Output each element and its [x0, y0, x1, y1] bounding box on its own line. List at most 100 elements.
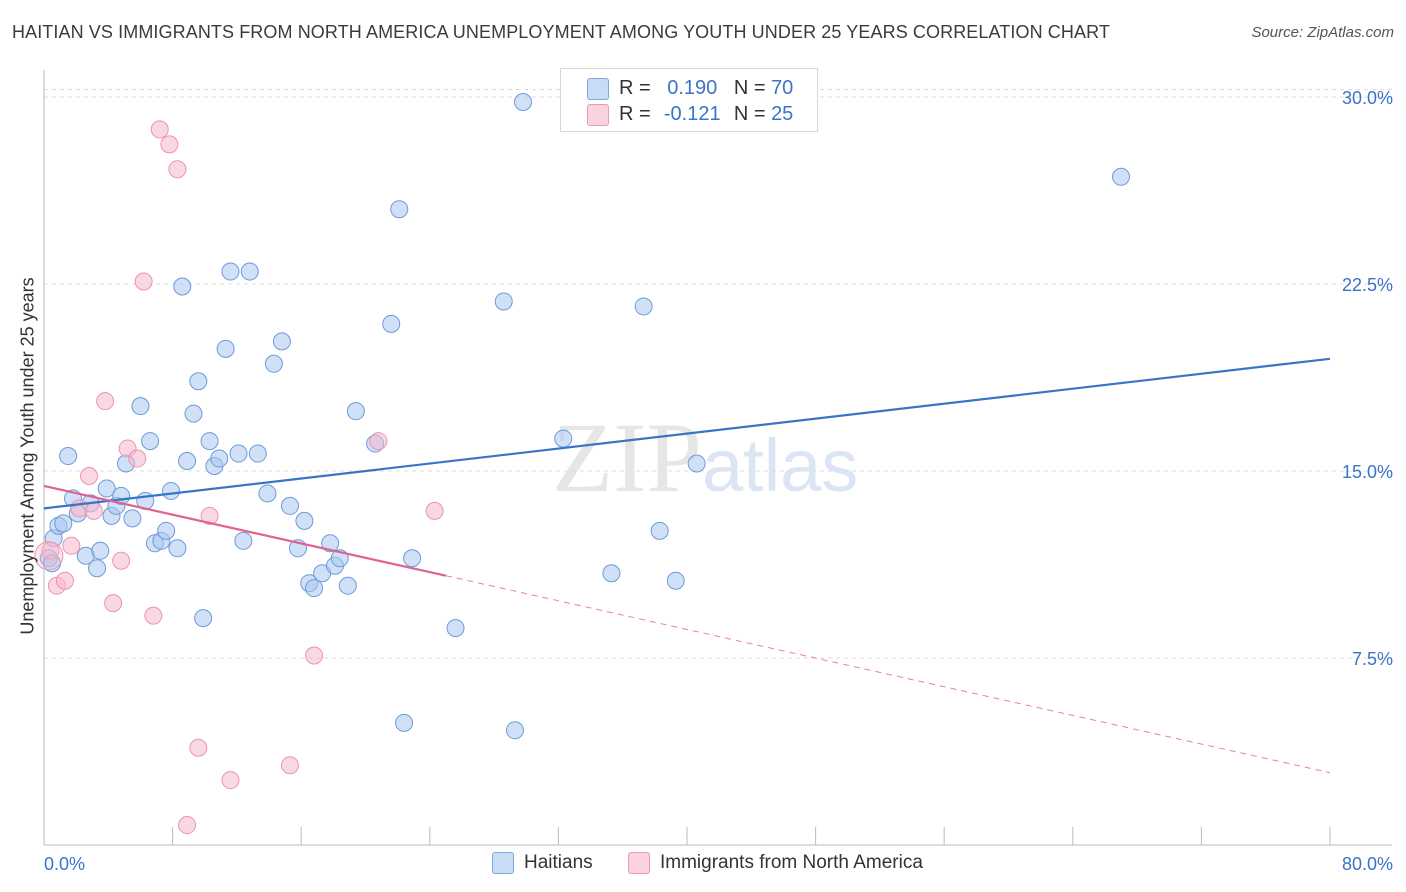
immigrant-point: [200, 506, 219, 525]
legend-swatch-immigrants: [587, 104, 609, 126]
immigrant-point: [34, 541, 64, 571]
haitian-point: [258, 484, 277, 503]
immigrant-point: [305, 646, 324, 665]
immigrant-point: [55, 571, 74, 590]
trend-lines: [43, 357, 1331, 774]
tick-labels: 7.5% 15.0% 22.5% 30.0% 0.0% 80.0%: [44, 88, 1393, 874]
haitian-point: [229, 444, 248, 463]
chart-title: HAITIAN VS IMMIGRANTS FROM NORTH AMERICA…: [12, 22, 1110, 42]
haitian-point: [687, 454, 706, 473]
haitian-point: [666, 571, 685, 590]
immigrant-point: [168, 160, 187, 179]
immigrant-point: [150, 120, 169, 139]
haitian-point: [88, 559, 107, 578]
legend-swatch-haitians: [587, 78, 609, 100]
immigrant-point: [128, 449, 147, 468]
immigrant-point: [369, 432, 388, 451]
haitian-point: [338, 576, 357, 595]
y-axis-title: Unemployment Among Youth under 25 years: [17, 277, 38, 635]
series-swatch-haitians: [492, 852, 514, 874]
haitian-point: [321, 534, 340, 553]
series-swatch-immigrants: [628, 852, 650, 874]
immigrant-point: [144, 606, 163, 625]
haitian-point: [382, 314, 401, 333]
immigrant-point: [84, 501, 103, 520]
immigrant-point: [178, 816, 197, 835]
haitian-point: [141, 432, 160, 451]
haitian-point: [173, 277, 192, 296]
haitian-point: [221, 262, 240, 281]
haitian-point: [346, 402, 365, 421]
haitian-point: [194, 609, 213, 628]
haitian-point: [200, 432, 219, 451]
immigrant-trend-line: [43, 484, 447, 577]
immigrant-point: [62, 536, 81, 555]
haitian-point: [395, 713, 414, 732]
haitian-point: [446, 619, 465, 638]
series-label-haitians: Haitians: [524, 852, 593, 873]
immigrant-point: [280, 756, 299, 775]
haitian-point: [390, 200, 409, 219]
haitian-point: [248, 444, 267, 463]
haitian-point: [157, 521, 176, 540]
immigrant-trend-extension: [445, 575, 1331, 774]
haitian-point: [602, 564, 621, 583]
haitian-point: [123, 509, 142, 528]
data-points: [34, 92, 1131, 835]
y-tick-label: 22.5%: [1342, 275, 1393, 295]
immigrant-point: [160, 135, 179, 154]
chart-source: Source: ZipAtlas.com: [1251, 24, 1394, 41]
haitian-point: [650, 521, 669, 540]
correlation-legend: R = 0.190 N = 70 R = -0.121 N = 25: [560, 68, 818, 132]
watermark-atlas: atlas: [702, 424, 859, 507]
haitian-point: [554, 429, 573, 448]
haitian-point: [272, 332, 291, 351]
y-tick-label: 15.0%: [1342, 462, 1393, 482]
series-legend-immigrants: Immigrants from North America: [628, 852, 923, 874]
haitian-point: [264, 354, 283, 373]
immigrant-point: [112, 551, 131, 570]
haitian-point: [234, 531, 253, 550]
immigrant-point: [104, 594, 123, 613]
legend-row-immigrants: R = -0.121 N = 25: [619, 102, 793, 126]
y-tick-label: 7.5%: [1352, 649, 1393, 669]
haitian-point: [494, 292, 513, 311]
haitian-point: [184, 404, 203, 423]
haitian-point: [240, 262, 259, 281]
legend-n-label: N =: [733, 76, 766, 99]
immigrant-point: [221, 771, 240, 790]
legend-r-value: 0.190: [667, 76, 718, 99]
immigrant-point: [425, 501, 444, 520]
series-legend-haitians: Haitians: [492, 852, 593, 874]
legend-n-value: 25: [771, 102, 794, 125]
immigrant-point: [134, 272, 153, 291]
y-tick-label: 30.0%: [1342, 88, 1393, 108]
haitian-point: [178, 452, 197, 471]
haitian-point: [97, 479, 116, 498]
legend-r-label: R =: [619, 76, 651, 99]
haitian-point: [403, 549, 422, 568]
haitian-point: [295, 511, 314, 530]
legend-n-label: N =: [733, 102, 766, 125]
haitian-point: [168, 539, 187, 558]
haitian-point: [505, 721, 524, 740]
haitian-point: [210, 449, 229, 468]
haitian-point: [1112, 167, 1131, 186]
x-tick-label: 0.0%: [44, 854, 85, 874]
axes: [43, 70, 1392, 846]
haitian-point: [280, 496, 299, 515]
grid-lines: [44, 89, 1392, 659]
haitian-point: [54, 514, 73, 533]
legend-r-label: R =: [619, 102, 651, 125]
haitian-point: [189, 372, 208, 391]
haitian-point: [634, 297, 653, 316]
legend-r-value: -0.121: [663, 102, 721, 125]
immigrant-point: [189, 738, 208, 757]
haitian-point: [216, 339, 235, 358]
legend-n-value: 70: [771, 76, 794, 99]
immigrant-point: [80, 466, 99, 485]
series-label-immigrants: Immigrants from North America: [660, 852, 923, 873]
haitian-point: [59, 447, 78, 466]
x-tick-label: 80.0%: [1342, 854, 1393, 874]
